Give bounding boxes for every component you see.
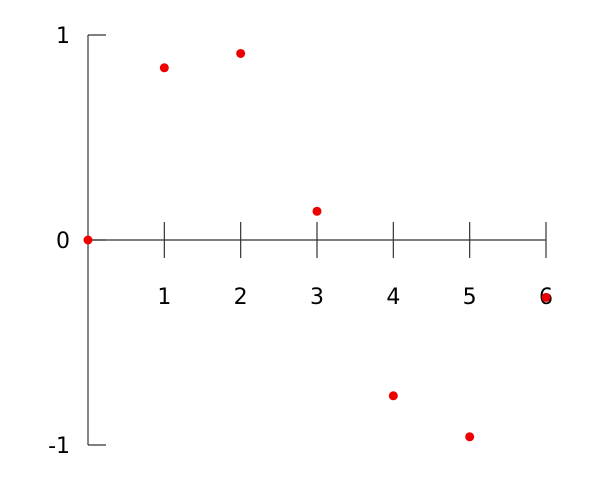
x-tick-label: 3 [310,285,324,310]
point [465,432,475,442]
x-tick-label: 4 [386,285,400,310]
point [83,235,93,245]
x-tick-label: 1 [157,285,171,310]
y-tick-label: 0 [56,229,70,254]
x-tick-label: 2 [234,285,248,310]
point [236,48,246,58]
point [312,206,322,216]
y-tick-label: -1 [48,434,70,459]
point [388,391,398,401]
point [159,63,169,73]
y-tick-label: 1 [56,24,70,49]
x-tick-label: 5 [463,285,477,310]
point [541,292,551,302]
